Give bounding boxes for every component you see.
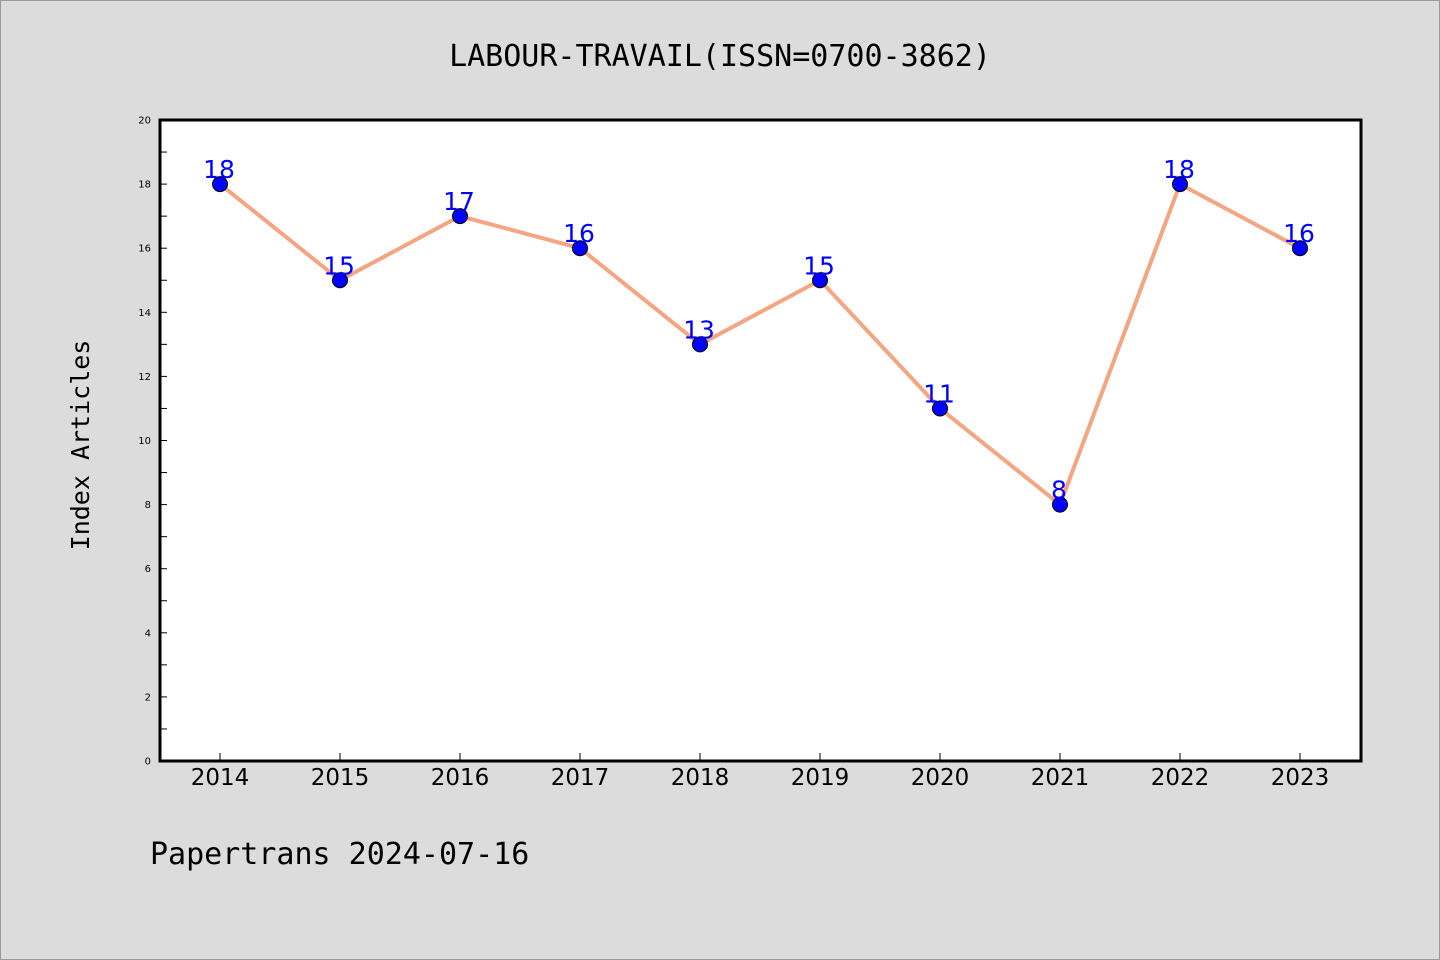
data-label: 8 [1051, 476, 1067, 505]
data-point [1052, 496, 1068, 513]
data-point [452, 208, 468, 225]
y-tick-label: 10 [138, 436, 151, 447]
plot-area [160, 120, 1361, 761]
data-point [1292, 240, 1308, 257]
x-tick-label: 2020 [911, 765, 970, 791]
data-label: 18 [203, 155, 235, 184]
y-tick-label: 6 [145, 564, 151, 575]
y-tick-label: 2 [145, 692, 151, 703]
plot-border [158, 118, 1363, 763]
series-line [212, 176, 1308, 513]
x-tick-label: 2014 [191, 765, 250, 791]
x-tick-label: 2023 [1271, 765, 1330, 791]
x-tick-label: 2019 [791, 765, 850, 791]
x-tick-label: 2016 [431, 765, 490, 791]
x-tick-label: 2015 [311, 765, 370, 791]
data-label: 11 [923, 379, 955, 408]
x-axis: 2014 2015 2016 2017 2018 2019 2020 2021 2022 2023 [191, 753, 1330, 791]
y-tick-label: 8 [145, 500, 151, 511]
data-point [692, 336, 708, 353]
data-label: 17 [443, 187, 475, 216]
x-tick-label: 2017 [551, 765, 610, 791]
data-label: 15 [803, 251, 835, 280]
y-tick-label: 4 [145, 628, 151, 639]
data-labels: 18 15 17 16 13 15 11 8 18 16 [203, 155, 1315, 505]
y-tick-label: 14 [138, 308, 151, 319]
y-tick-label: 0 [145, 757, 151, 768]
data-point [212, 176, 228, 193]
data-label: 18 [1163, 155, 1195, 184]
data-point [332, 272, 348, 289]
credit-text: Papertrans 2024-07-16 [150, 837, 529, 872]
y-tick-label: 12 [138, 372, 151, 383]
y-tick-label: 20 [138, 116, 151, 127]
series-polyline [218, 182, 1301, 507]
data-point [812, 272, 828, 289]
data-point [1172, 176, 1188, 193]
data-label: 16 [563, 219, 595, 248]
y-tick-label: 16 [138, 244, 151, 255]
data-label: 13 [683, 315, 715, 344]
data-label: 15 [323, 251, 355, 280]
y-tick-label: 18 [138, 180, 151, 191]
y-axis-label: Index Articles [66, 340, 95, 551]
x-tick-label: 2021 [1031, 765, 1090, 791]
data-point [572, 240, 588, 257]
chart-title: LABOUR-TRAVAIL(ISSN=0700-3862) [449, 39, 991, 74]
x-tick-label: 2022 [1151, 765, 1210, 791]
x-tick-label: 2018 [671, 765, 730, 791]
data-point [932, 400, 948, 417]
data-label: 16 [1283, 219, 1315, 248]
